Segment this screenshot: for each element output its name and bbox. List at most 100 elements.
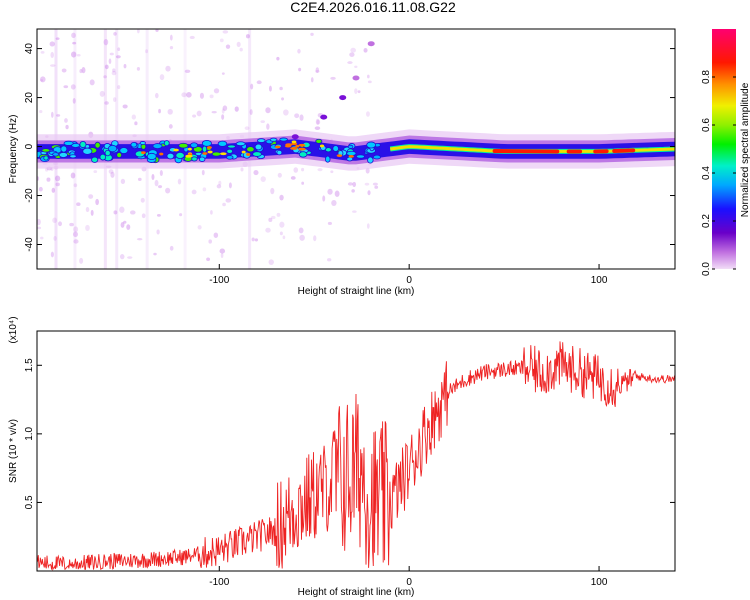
spectrogram-noise xyxy=(123,220,127,224)
spectrogram-noise xyxy=(58,221,62,227)
spectrogram-noise xyxy=(136,237,143,241)
spectrogram-noise xyxy=(64,118,68,123)
spectrogram-noise xyxy=(50,51,54,59)
spectrogram-noise xyxy=(352,210,357,213)
spectrogram-noise xyxy=(225,44,231,49)
spectrogram-noise xyxy=(314,126,321,130)
spectrogram-noise xyxy=(103,75,107,79)
spectrogram-y-tick-label: -40 xyxy=(24,237,35,252)
spectrogram-noise xyxy=(54,175,61,182)
spectrogram-peak xyxy=(141,151,146,154)
snr-line xyxy=(37,341,675,571)
spectrogram-noise xyxy=(354,88,358,94)
spectrogram-noise xyxy=(72,97,76,104)
spectrogram-noise xyxy=(213,232,219,238)
spectrogram-peak xyxy=(220,152,227,156)
spectrogram-noise xyxy=(177,178,182,185)
spectrogram-noise xyxy=(159,74,165,81)
colorbar-scale xyxy=(712,29,736,269)
spectrogram-peak xyxy=(159,152,164,156)
spectrogram-blob xyxy=(347,144,354,149)
spectrogram-noise xyxy=(122,104,128,109)
spectrogram-blob xyxy=(152,143,163,150)
spectrogram-blob xyxy=(298,151,308,158)
spectrogram-noise xyxy=(111,70,117,76)
spectrogram-frame xyxy=(36,28,676,270)
spectrogram-blob xyxy=(198,156,206,162)
spectrogram-noise xyxy=(327,188,333,195)
spectrogram-noise xyxy=(299,234,305,241)
spectrogram-noise xyxy=(244,126,250,130)
spectrogram-y-label: Frequency (Hz) xyxy=(8,115,19,184)
spectrogram-noise xyxy=(364,182,370,186)
spectrogram-noise xyxy=(56,114,61,117)
spectrogram-noise xyxy=(317,168,323,172)
spectrogram-noise xyxy=(55,37,60,40)
spectrogram-noise xyxy=(37,226,42,230)
spectrogram-blob xyxy=(60,145,68,153)
spectrogram-noise xyxy=(140,197,145,203)
spectrogram-noise xyxy=(119,206,125,213)
spectrogram-noise xyxy=(366,223,370,229)
spectrogram-noise xyxy=(236,41,241,48)
spectrogram-peak xyxy=(295,144,300,148)
spectrogram-noise xyxy=(201,169,205,176)
spectrogram-blob xyxy=(279,137,288,142)
spectrogram-noise xyxy=(221,108,225,114)
colorbar-tick-label: 0.8 xyxy=(701,70,712,84)
spectrogram-blob xyxy=(367,156,374,164)
spectrogram-peak xyxy=(274,145,281,149)
spectrogram-noise xyxy=(126,224,131,230)
colorbar-ticks: 0.0 0.2 0.4 0.6 0.8 xyxy=(701,70,736,276)
colorbar-tick-label: 0.6 xyxy=(701,118,712,132)
spectrogram-noise xyxy=(51,111,54,118)
colorbar: 0.0 0.2 0.4 0.6 0.8 Normalized spectral ampl… xyxy=(701,29,750,276)
spectrogram-blob xyxy=(139,141,146,145)
spectrogram-noise xyxy=(283,109,289,116)
spectrogram-noise xyxy=(256,80,262,85)
spectrogram-noise xyxy=(222,105,228,111)
spectrogram-noise xyxy=(76,202,81,206)
spectrogram-noise xyxy=(151,174,155,180)
spectrogram-noise xyxy=(165,65,171,72)
spectrogram-blob xyxy=(178,142,189,149)
spectrogram-noise xyxy=(70,84,76,90)
spectrogram-noise xyxy=(73,226,79,233)
spectrogram-noise xyxy=(196,110,202,117)
spectrogram-noise xyxy=(310,32,314,36)
spectrogram-noise xyxy=(63,85,69,89)
spectrogram-noise xyxy=(228,182,232,189)
snr-frame xyxy=(36,330,676,572)
spectrogram-noise xyxy=(79,257,84,264)
spectrogram-peak xyxy=(241,150,246,154)
spectrogram-noise xyxy=(294,113,300,119)
spectrogram-noise xyxy=(313,235,317,242)
spectrogram-noise xyxy=(50,64,56,67)
spectrogram-noise xyxy=(219,248,226,254)
spectrogram-blob xyxy=(91,156,99,163)
spectrogram-noise xyxy=(219,38,224,43)
spectrogram-noise xyxy=(192,114,197,118)
spectrogram-x-tick-label: 100 xyxy=(591,275,608,286)
spectrogram-noise xyxy=(363,48,368,53)
spectrogram-noise xyxy=(281,97,285,101)
spectrogram-noise xyxy=(113,32,117,36)
spectrogram-noise xyxy=(157,185,163,189)
spectrogram-noise xyxy=(254,238,259,242)
spectrogram-tone-peak xyxy=(612,148,636,153)
spectrogram-noise xyxy=(186,92,192,98)
spectrogram-noise xyxy=(211,110,217,114)
spectrogram-blob xyxy=(256,138,266,143)
spectrogram-blob xyxy=(107,144,118,153)
spectrogram-peak xyxy=(246,153,251,156)
spectrogram-noise xyxy=(239,47,243,52)
spectrogram-blob xyxy=(366,141,376,149)
spectrogram-blob xyxy=(190,142,199,149)
spectrogram-noise xyxy=(37,218,41,226)
spectrogram-branch-point xyxy=(291,134,299,140)
spectrogram-noise xyxy=(279,194,284,201)
spectrogram-noise xyxy=(268,85,272,92)
colorbar-tick-label: 0.0 xyxy=(701,262,712,276)
spectrogram-peak xyxy=(202,152,208,155)
spectrogram-noise xyxy=(372,182,378,186)
